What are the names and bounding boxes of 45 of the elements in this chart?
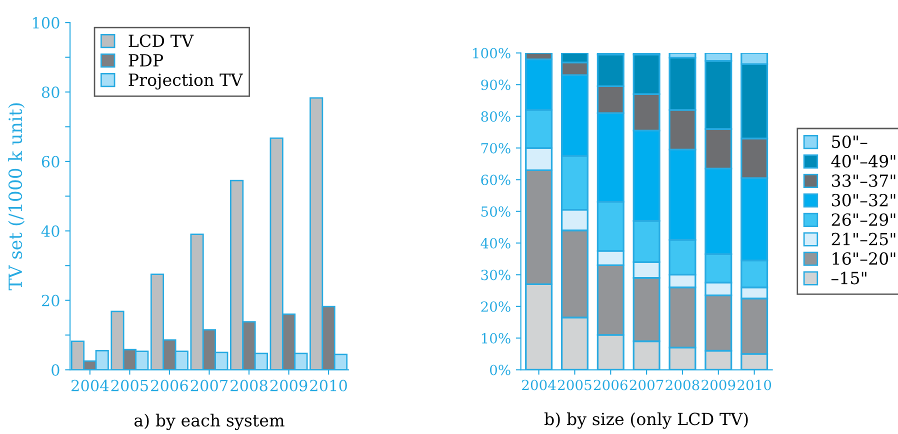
x-tick-label: 2010: [310, 380, 347, 392]
x-tick-label: 2005: [558, 380, 592, 390]
legend-label: 50"–: [832, 135, 868, 148]
legend-label: 33"–37": [832, 174, 896, 187]
y-tick-label: 20%: [481, 301, 510, 312]
legend-label: 40"–49": [831, 154, 896, 168]
y-tick-label: 40%: [480, 238, 510, 249]
y-tick-label: 100%: [473, 48, 510, 58]
y-tick-label: 80%: [481, 111, 510, 122]
y-tick-label: 90%: [481, 80, 510, 90]
y-tick-label: 20: [42, 294, 60, 306]
y-tick-label: 40: [41, 225, 60, 237]
y-tick-label: 10%: [482, 333, 510, 344]
legend-label: 30"–32": [832, 194, 896, 206]
x-tick-label: 2006: [151, 380, 188, 392]
x-tick-label: 2005: [111, 380, 148, 392]
x-tick-label: 2008: [666, 380, 700, 390]
x-tick-label: 2009: [270, 380, 308, 392]
legend-label: PDP: [128, 54, 164, 66]
x-tick-label: 2007: [190, 380, 228, 392]
legend-label: 21"–25": [832, 232, 896, 246]
y-tick-label: 100: [33, 17, 60, 29]
y-tick-label: 70%: [481, 142, 510, 154]
legend-label: LCD TV: [128, 34, 194, 48]
x-tick-label: 2009: [702, 380, 736, 390]
x-tick-label: 2004: [72, 380, 109, 392]
x-axis-title: a) by each system: [134, 414, 284, 430]
legend-label: –15": [831, 272, 866, 284]
y-tick-label: 60%: [481, 174, 510, 186]
x-tick-label: 2008: [230, 380, 268, 392]
y-tick-label: 0: [52, 364, 60, 376]
legend-label: 26"–29": [832, 213, 896, 226]
legend-label: 16"–20": [832, 252, 896, 265]
y-tick-label: 50%: [481, 206, 510, 217]
x-tick-label: 2006: [594, 380, 628, 390]
y-tick-label: 80: [42, 86, 60, 98]
y-axis-title: TV set (/1000 k unit): [8, 103, 25, 290]
y-tick-label: 0%: [490, 364, 510, 376]
x-tick-label: 2004: [522, 380, 556, 390]
x-tick-label: 2010: [738, 380, 772, 390]
x-tick-label: 2007: [630, 380, 664, 390]
y-tick-label: 30%: [481, 270, 510, 280]
legend-label: Projection TV: [128, 74, 243, 90]
y-tick-label: 60: [42, 156, 60, 168]
x-axis-title: b) by size (only LCD TV): [544, 412, 748, 429]
